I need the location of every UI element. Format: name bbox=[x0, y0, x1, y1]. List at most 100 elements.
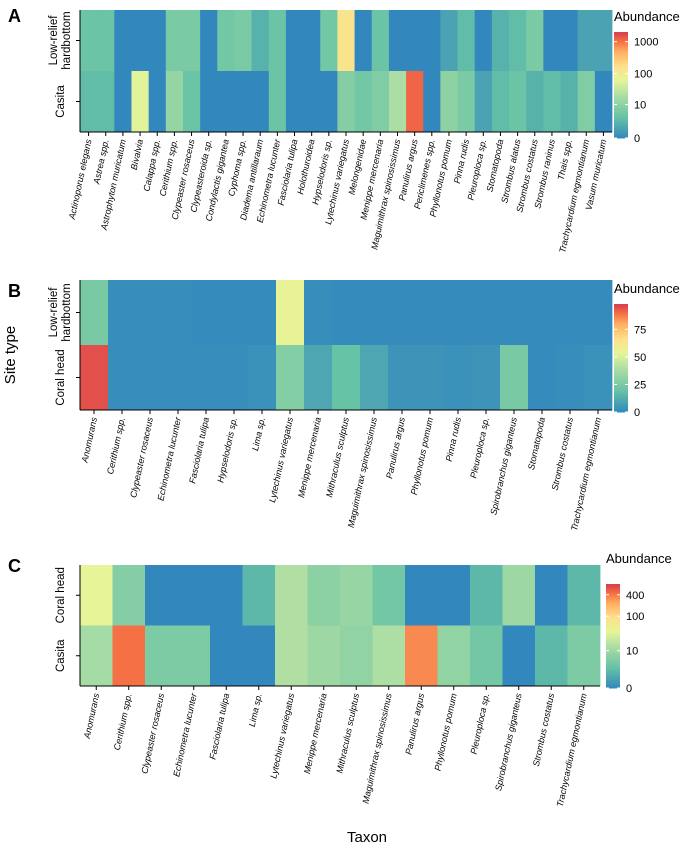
heatmap-cell bbox=[80, 565, 113, 626]
legend-color-step bbox=[606, 590, 620, 594]
heatmap-cell bbox=[136, 280, 165, 346]
legend-color-step bbox=[614, 81, 628, 84]
legend-color-step bbox=[606, 675, 620, 679]
heatmap-cell bbox=[275, 625, 308, 687]
heatmap-cell bbox=[584, 345, 613, 411]
legend-color-step bbox=[614, 347, 628, 350]
legend-color-step bbox=[614, 116, 628, 120]
legend-color-step bbox=[614, 370, 628, 373]
legend-color-step bbox=[606, 620, 620, 623]
column-label: Mithraculus sculptus bbox=[334, 692, 361, 774]
heatmap-cell bbox=[470, 625, 503, 687]
legend-color-step bbox=[606, 646, 620, 649]
column-label: Hypselodoris sp. bbox=[215, 416, 239, 483]
legend-color-step bbox=[614, 341, 628, 345]
heatmap-cell bbox=[217, 10, 235, 72]
legend-color-step bbox=[614, 72, 628, 75]
legend-color-step bbox=[614, 318, 628, 321]
legend-color-step bbox=[606, 649, 620, 653]
legend-title: Abundance bbox=[606, 551, 672, 566]
legend-tick-label: 0 bbox=[634, 407, 640, 419]
panel-a: A Low-reliefhardbottom Casita Actinoporus e… bbox=[8, 6, 680, 254]
legend-color-step bbox=[614, 345, 628, 348]
legend-color-step bbox=[606, 610, 620, 613]
legend-color-step bbox=[606, 611, 620, 614]
heatmap-cell bbox=[340, 625, 373, 687]
legend-color-step bbox=[614, 394, 628, 397]
heatmap-cell bbox=[577, 10, 596, 72]
legend-color-step bbox=[614, 356, 628, 359]
legend-color-step bbox=[614, 390, 628, 393]
heatmap-cell bbox=[567, 565, 601, 626]
legend-color-step bbox=[614, 88, 628, 91]
column-label: Fasciolaria tulipa bbox=[187, 416, 211, 484]
legend-color-step bbox=[614, 134, 628, 137]
legend-color-step bbox=[606, 679, 620, 682]
legend-color-step bbox=[614, 350, 628, 354]
row-label: Casita bbox=[55, 639, 67, 672]
legend-color-step bbox=[614, 381, 628, 384]
heatmap-cell bbox=[114, 10, 132, 72]
column-label: Maguimithrax spinosissimus bbox=[346, 416, 379, 529]
heatmap-cell bbox=[354, 71, 373, 133]
heatmap-cell bbox=[131, 71, 150, 133]
legend-color-step bbox=[614, 44, 628, 47]
heatmap-cell bbox=[526, 10, 544, 72]
legend-color-step bbox=[614, 47, 628, 51]
heatmap-cell bbox=[337, 10, 355, 72]
legend-color-step bbox=[614, 307, 628, 310]
column-label: Clypeaster rosaceus bbox=[128, 416, 155, 499]
legend-color-step bbox=[606, 634, 620, 637]
panel-c: C Coral head Casita Anomurans Cerithium spp.… bbox=[8, 551, 672, 808]
heatmap-cell bbox=[276, 345, 305, 411]
heatmap-cell bbox=[97, 71, 115, 133]
legend-color-step bbox=[614, 311, 628, 314]
legend-color-step bbox=[614, 102, 628, 105]
legend-tick-label: 50 bbox=[634, 352, 646, 364]
legend-color-step bbox=[614, 314, 628, 318]
legend-tick-label: 0 bbox=[626, 683, 632, 695]
legend-color-step bbox=[614, 354, 628, 357]
legend-color-step bbox=[614, 77, 628, 81]
legend-color-step bbox=[606, 594, 620, 597]
legend-color-step bbox=[614, 323, 628, 327]
heatmap-cell bbox=[148, 71, 167, 133]
legend-color-step bbox=[614, 83, 628, 86]
heatmap-cell bbox=[509, 10, 527, 72]
legend-color-step bbox=[606, 618, 620, 621]
heatmap-cell bbox=[556, 345, 585, 411]
legend-color-step bbox=[614, 63, 628, 67]
column-label: Cerithium spp. bbox=[112, 692, 134, 751]
legend-color-step bbox=[606, 674, 620, 677]
legend-color-step bbox=[614, 118, 628, 121]
legend-color-step bbox=[606, 599, 620, 602]
legend-color-step bbox=[614, 343, 628, 346]
legend-color-step bbox=[614, 86, 628, 90]
heatmap-cell bbox=[248, 280, 277, 346]
legend-color-step bbox=[606, 587, 620, 590]
heatmap-cell bbox=[472, 345, 501, 411]
legend-color-step bbox=[614, 69, 628, 72]
legend: Abundance 75 50 25 0 bbox=[614, 281, 680, 419]
heatmap-cell bbox=[303, 10, 321, 72]
legend-color-step bbox=[614, 130, 628, 134]
heatmap-cell bbox=[192, 345, 221, 411]
column-label: Strombus costatus bbox=[531, 692, 556, 767]
heatmap-cell bbox=[145, 565, 178, 626]
heatmap-cell bbox=[502, 565, 536, 626]
heatmap-cell bbox=[80, 280, 109, 346]
legend-color-step bbox=[614, 53, 628, 56]
legend-color-step bbox=[606, 665, 620, 668]
legend-tick-label: 75 bbox=[634, 324, 646, 336]
legend-color-step bbox=[606, 585, 620, 588]
legend-color-step bbox=[614, 361, 628, 364]
legend-color-step bbox=[614, 399, 628, 402]
legend-color-step bbox=[606, 625, 620, 628]
legend-color-step bbox=[614, 120, 628, 123]
legend-color-step bbox=[606, 629, 620, 632]
legend-color-step bbox=[606, 606, 620, 609]
heatmap-cell bbox=[509, 71, 527, 133]
legend-color-step bbox=[606, 637, 620, 640]
column-label: Lima sp. bbox=[250, 416, 267, 451]
